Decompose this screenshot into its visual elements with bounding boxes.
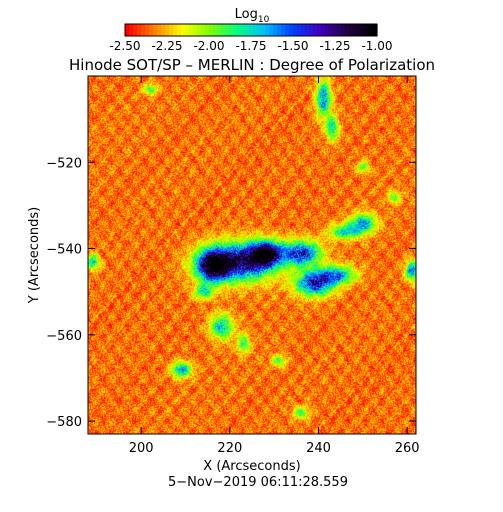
colorbar-segment: [197, 24, 202, 36]
colorbar-segment: [161, 24, 166, 36]
colorbar-segment: [273, 24, 278, 36]
colorbar-segment: [337, 24, 342, 36]
chart-title: Hinode SOT/SP – MERLIN : Degree of Polar…: [69, 56, 435, 74]
colorbar-segment: [249, 24, 254, 36]
colorbar-tick-label: -2.50: [109, 39, 140, 53]
colorbar-segment: [233, 24, 238, 36]
colorbar-tick-label: -2.00: [193, 39, 224, 53]
colorbar-segment: [277, 24, 282, 36]
colorbar-segment: [329, 24, 334, 36]
colorbar-label-main: Log: [235, 7, 258, 22]
colorbar-segment: [241, 24, 246, 36]
colorbar-segment: [145, 24, 150, 36]
x-axis-ticks: 200 220 240 260: [129, 76, 420, 456]
x-axis-label: X (Arcseconds): [203, 459, 300, 474]
colorbar-segment: [133, 24, 138, 36]
colorbar-label: Log10: [235, 7, 270, 25]
colorbar-segment: [257, 24, 262, 36]
colorbar-segment: [205, 24, 210, 36]
colorbar-segment: [309, 24, 314, 36]
colorbar-segment: [141, 24, 146, 36]
colorbar-segment: [185, 24, 190, 36]
colorbar-segment: [169, 24, 174, 36]
colorbar-segment: [325, 24, 330, 36]
colorbar-segment: [289, 24, 294, 36]
colorbar-segment: [261, 24, 266, 36]
colorbar-segment: [129, 24, 134, 36]
colorbar-segment: [149, 24, 154, 36]
colorbar-segment: [333, 24, 338, 36]
colorbar-segment: [213, 24, 218, 36]
colorbar-segment: [281, 24, 286, 36]
colorbar-segment: [361, 24, 366, 36]
colorbar-segment: [181, 24, 186, 36]
colorbar-segment: [217, 24, 222, 36]
colorbar-segment: [269, 24, 274, 36]
colorbar-tick-label: -1.25: [319, 39, 350, 53]
colorbar-frame: [124, 23, 378, 37]
colorbar-segment: [221, 24, 226, 36]
x-tick-label: 260: [395, 441, 420, 456]
y-tick-label: −560: [46, 329, 82, 344]
colorbar-segment: [321, 24, 326, 36]
colorbar-segment: [293, 24, 298, 36]
y-tick-label: −540: [46, 243, 82, 258]
colorbar-segment: [153, 24, 158, 36]
colorbar-tick-label: -1.50: [277, 39, 308, 53]
colorbar-segment: [301, 24, 306, 36]
colorbar-ticks: -2.50 -2.25 -2.00 -1.75 -1.50 -1.25 -1.00: [109, 39, 392, 53]
colorbar-segment: [373, 24, 378, 36]
colorbar-segment: [177, 24, 182, 36]
colorbar-segment: [353, 24, 358, 36]
plot-frame: [87, 75, 417, 435]
colorbar-label-subscript: 10: [258, 15, 270, 25]
colorbar-segment: [201, 24, 206, 36]
colorbar-segment: [189, 24, 194, 36]
colorbar-segment: [245, 24, 250, 36]
colorbar-segment: [349, 24, 354, 36]
colorbar-segment: [345, 24, 350, 36]
colorbar-segment: [157, 24, 162, 36]
colorbar-segment: [285, 24, 290, 36]
colorbar-segment: [265, 24, 270, 36]
colorbar: [124, 23, 378, 37]
colorbar-segment: [193, 24, 198, 36]
x-tick-label: 240: [306, 441, 331, 456]
x-tick-label: 220: [217, 441, 242, 456]
y-tick-label: −520: [46, 156, 82, 171]
colorbar-segment: [173, 24, 178, 36]
colorbar-segment: [237, 24, 242, 36]
timestamp: 5−Nov−2019 06:11:28.559: [168, 475, 348, 490]
colorbar-segment: [209, 24, 214, 36]
colorbar-tick-label: -2.25: [151, 39, 182, 53]
colorbar-segment: [297, 24, 302, 36]
colorbar-segment: [137, 24, 142, 36]
y-axis-label: Y (Arcseconds): [27, 207, 42, 304]
colorbar-segment: [317, 24, 322, 36]
y-axis-ticks: −520 −540 −560 −580: [46, 156, 416, 430]
colorbar-segment: [253, 24, 258, 36]
colorbar-segment: [225, 24, 230, 36]
colorbar-segment: [305, 24, 310, 36]
colorbar-segment: [341, 24, 346, 36]
y-tick-label: −580: [46, 415, 82, 430]
colorbar-segment: [357, 24, 362, 36]
colorbar-segment: [125, 24, 130, 36]
colorbar-segment: [165, 24, 170, 36]
heatmap-image: [88, 76, 416, 434]
colorbar-segment: [313, 24, 318, 36]
colorbar-tick-label: -1.00: [361, 39, 392, 53]
colorbar-segment: [365, 24, 370, 36]
colorbar-segment: [229, 24, 234, 36]
colorbar-segment: [369, 24, 374, 36]
x-tick-label: 200: [129, 441, 154, 456]
colorbar-tick-label: -1.75: [235, 39, 266, 53]
